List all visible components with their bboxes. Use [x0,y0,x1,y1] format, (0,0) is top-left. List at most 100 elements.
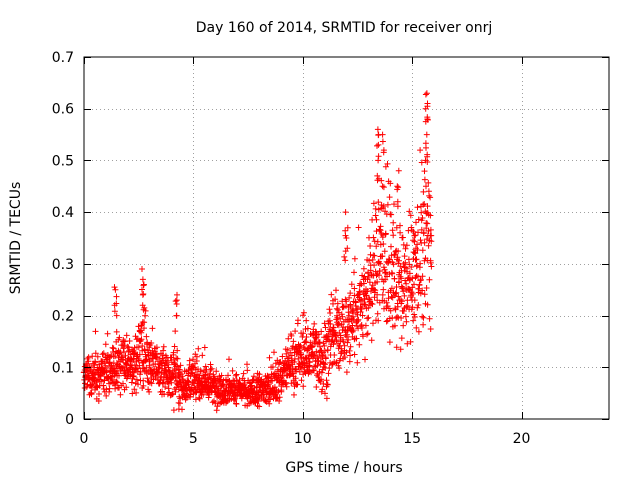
data-point [394,254,401,261]
data-point [374,238,381,245]
data-point [275,388,282,395]
data-point [425,179,432,186]
data-point [387,307,394,314]
data-point [199,352,206,359]
data-point [106,385,113,392]
data-point [421,168,428,175]
data-point [128,379,135,386]
data-point [414,204,421,211]
data-point [408,224,415,231]
data-point [391,275,398,282]
data-point [172,328,179,335]
data-point [411,281,417,288]
data-point [193,358,200,364]
data-point [391,251,398,258]
data-point [339,313,346,320]
data-point [424,301,431,308]
data-point [416,282,423,289]
data-point [364,330,371,337]
data-point [417,147,424,154]
data-point [415,229,421,236]
data-point [145,379,152,385]
data-point [213,407,220,414]
data-point [375,141,382,148]
data-point [214,403,221,410]
data-point [406,286,413,292]
data-point [367,267,374,274]
data-point [141,346,148,353]
data-point [209,399,216,406]
data-point [94,377,100,384]
data-point [116,334,123,341]
data-point [393,289,400,296]
data-point [333,337,340,343]
x-axis-label: GPS time / hours [285,460,402,476]
data-point [338,345,345,352]
data-point [414,304,421,311]
data-point [402,245,409,252]
data-point [420,314,427,321]
data-point [179,406,185,413]
data-point [173,355,180,362]
data-point [148,340,155,346]
data-point [279,373,286,380]
data-point [363,331,370,338]
data-point [111,284,118,291]
data-point [202,363,209,370]
data-point [123,384,130,391]
data-point [330,324,337,331]
data-point [417,290,424,297]
data-point [225,372,231,379]
data-point [374,278,381,285]
data-point [324,347,331,354]
data-point [310,352,317,359]
data-point [407,338,414,345]
data-point [113,362,120,369]
data-point [395,167,402,174]
data-point [174,355,181,362]
data-point [89,353,96,360]
data-point [101,377,108,384]
data-point [357,289,363,296]
data-point [407,212,414,219]
data-point [304,325,311,332]
data-point [396,278,403,285]
data-point [374,291,381,298]
data-point [172,388,179,395]
data-point [375,317,382,324]
data-point [325,370,332,377]
y-tick-label: 0.5 [52,153,74,169]
data-point [125,344,132,351]
data-point [143,356,150,363]
data-point [351,269,357,276]
data-point [408,264,415,270]
data-point [85,354,92,361]
data-point [411,238,418,245]
data-point [380,286,387,293]
data-point [153,354,160,361]
data-point [113,293,120,300]
data-point [139,343,146,349]
data-point [365,314,372,321]
data-point [135,323,142,330]
data-point [387,180,394,187]
data-point [423,90,430,97]
data-point [362,356,368,363]
data-point [395,248,402,255]
data-point [350,327,357,334]
data-point [311,320,318,327]
data-point [374,126,381,133]
data-point [358,281,365,288]
data-point [266,354,273,361]
data-point [390,261,397,268]
data-point [207,361,214,368]
data-point [377,223,384,230]
data-point [345,336,352,343]
data-point [421,201,428,207]
data-point [356,341,363,348]
data-point [376,268,383,274]
data-point [354,318,361,324]
data-point [321,342,328,349]
data-point [349,322,356,329]
data-point [350,313,357,320]
